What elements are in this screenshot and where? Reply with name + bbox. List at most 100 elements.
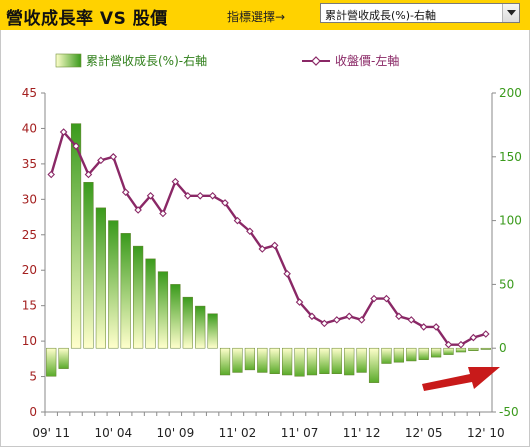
price-point: [432, 323, 440, 331]
price-point: [270, 241, 279, 250]
bar: [269, 347, 280, 374]
price-point: [482, 330, 490, 338]
left-axis-tick-label: 30: [22, 192, 37, 206]
legend-line-marker: [311, 56, 321, 66]
bar: [170, 284, 181, 349]
bar: [207, 313, 218, 349]
bar: [46, 347, 57, 377]
price-point: [109, 153, 118, 161]
bar: [443, 347, 454, 355]
page-title: 營收成長率 VS 股價: [6, 9, 168, 29]
x-axis-tick-label: 12' 05: [405, 426, 443, 440]
bar: [108, 220, 119, 349]
bar: [431, 347, 442, 358]
legend-line-label: 收盤價-左軸: [335, 53, 399, 68]
bar: [282, 347, 293, 376]
bar: [319, 347, 330, 374]
bar: [344, 347, 355, 376]
left-axis-tick-label: 15: [22, 299, 37, 313]
bar: [70, 123, 82, 349]
header-bar: 營收成長率 VS 股價 指標選擇→ 累計營收成長(%)-右軸: [0, 0, 530, 30]
bar: [468, 347, 479, 352]
selector-label: 指標選擇→: [227, 10, 286, 24]
price-point: [333, 316, 341, 324]
x-axis-tick-label: 11' 12: [343, 426, 381, 440]
right-axis-tick-label: 150: [499, 150, 522, 164]
x-axis-tick-label: 09' 11: [32, 426, 70, 440]
price-point: [233, 216, 242, 225]
dropdown-button[interactable]: [502, 4, 519, 22]
indicator-select[interactable]: 累計營收成長(%)-右軸: [320, 3, 520, 23]
bar: [257, 347, 268, 373]
price-point: [258, 245, 267, 253]
price-point: [370, 294, 378, 303]
price-point: [295, 298, 304, 306]
bar: [195, 305, 206, 349]
bar: [306, 347, 318, 376]
price-point: [134, 206, 142, 214]
price-point: [47, 170, 55, 179]
left-axis-tick-label: 20: [22, 263, 37, 277]
bar: [356, 347, 367, 373]
chevron-down-icon: [507, 10, 516, 16]
left-axis-tick-label: 25: [22, 228, 37, 242]
price-point: [208, 192, 217, 200]
price-point: [357, 316, 366, 324]
bar: [133, 245, 144, 349]
price-point: [146, 192, 155, 200]
price-point: [444, 340, 453, 349]
left-axis-tick-label: 0: [29, 405, 37, 419]
price-point: [419, 323, 428, 331]
bar: [294, 347, 305, 377]
legend: 累計營收成長(%)-右軸 收盤價-左軸: [55, 53, 399, 68]
bar: [480, 347, 491, 350]
bar: [418, 347, 429, 360]
price-point: [171, 177, 180, 186]
bar: [331, 347, 342, 374]
price-point: [184, 192, 192, 200]
price-point: [196, 192, 204, 200]
left-axis-tick-label: 35: [22, 157, 37, 171]
bar: [406, 347, 417, 362]
x-axis-tick-label: 11' 07: [281, 426, 319, 440]
legend-bar-label: 累計營收成長(%)-右軸: [86, 53, 207, 68]
chart-canvas: 累計營收成長(%)-右軸 收盤價-左軸 0 5 10 15 20 25 30 35 40 45 -5…: [22, 53, 522, 440]
price-point: [97, 156, 105, 165]
bar: [368, 347, 380, 383]
right-axis-tick-label: 50: [499, 277, 514, 291]
bar: [120, 233, 131, 349]
price-point: [159, 209, 167, 218]
price-point: [84, 170, 93, 179]
right-axis-tick-label: 0: [499, 341, 507, 355]
bar: [244, 347, 255, 371]
bar: [381, 347, 392, 364]
price-point: [59, 128, 68, 136]
bar: [232, 347, 243, 373]
bar: [58, 347, 69, 369]
price-point: [457, 340, 465, 349]
x-axis-tick-label: 10' 04: [94, 426, 132, 440]
bar: [95, 207, 106, 349]
x-axis-tick-label: 11' 02: [219, 426, 257, 440]
arrow-icon: [422, 367, 500, 391]
left-axis-tick-label: 45: [22, 86, 37, 100]
right-axis-tick-label: 100: [499, 214, 522, 228]
price-point: [72, 142, 80, 150]
price-point: [407, 316, 416, 324]
x-axis-tick-label: 10' 09: [157, 426, 195, 440]
price-point: [246, 227, 254, 236]
price-point: [382, 294, 391, 303]
price-point: [283, 269, 291, 278]
bar: [157, 271, 169, 349]
indicator-select-value: 累計營收成長(%)-右軸: [325, 9, 437, 22]
price-point: [308, 312, 316, 321]
bar: [219, 347, 231, 376]
plot-area: 0 5 10 15 20 25 30 35 40 45 -50 0 50 100 150 200 09' 11 1…: [22, 86, 522, 440]
price-point: [320, 319, 329, 328]
bar: [393, 347, 404, 363]
bar: [182, 296, 193, 349]
price-point: [121, 188, 130, 197]
left-axis-tick-label: 10: [22, 334, 37, 348]
right-axis-tick-label: 200: [499, 86, 522, 100]
price-point: [221, 199, 229, 207]
